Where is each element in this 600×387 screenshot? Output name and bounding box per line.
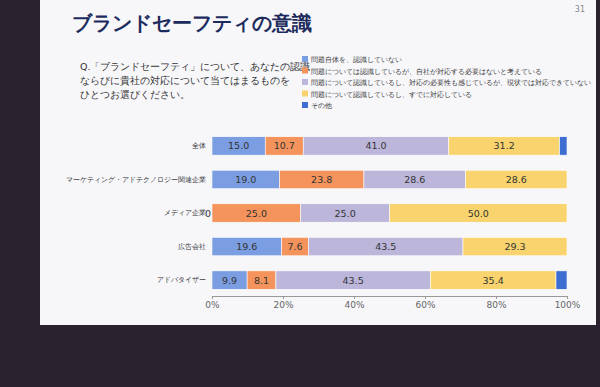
data-label: 15.0 — [228, 140, 249, 151]
y-tick-label: マーケティング・アドテクノロジー関連企業 — [66, 176, 206, 184]
y-tick-label: メディア企業 — [164, 209, 206, 217]
legend-swatch — [302, 79, 308, 85]
bar-segment — [212, 137, 265, 155]
x-tick: 40% — [344, 296, 364, 310]
subtitle: ひとつお選びください。 — [80, 89, 190, 100]
bar-segment — [212, 170, 279, 188]
data-label: 19.6 — [236, 241, 257, 252]
bar-segment — [449, 137, 560, 155]
legend-swatch — [302, 102, 308, 108]
data-label: 43.5 — [375, 241, 396, 252]
bar-segment — [276, 271, 430, 289]
data-label: 29.3 — [504, 241, 525, 252]
legend-swatch — [302, 68, 308, 74]
annotation: 31 — [575, 5, 585, 14]
y-tick-label: 全体 — [192, 142, 206, 150]
data-label: 41.0 — [365, 140, 386, 151]
bar-segment — [247, 271, 276, 289]
bar-segment — [567, 170, 568, 188]
bar-segment — [567, 204, 568, 222]
title: ブランドセーフティの意識 — [72, 11, 312, 35]
data-label: 10.7 — [274, 140, 295, 151]
data-label: 23.8 — [311, 174, 332, 185]
data-labels: 15.019.0019.69.910.723.825.07.68.141.028… — [205, 140, 527, 285]
data-label: 43.5 — [343, 275, 364, 286]
bar-segment — [282, 237, 309, 255]
x-tick-label: 0% — [205, 300, 220, 310]
x-tick-mark — [212, 296, 213, 299]
data-label: 35.4 — [483, 275, 504, 286]
y-tick: マーケティング・アドテクノロジー関連企業 — [66, 176, 212, 184]
bar-segment — [390, 204, 568, 222]
legend-entry: その他 — [311, 102, 332, 110]
x-axis: 0% 20% 40% 60% 80% 100% — [205, 296, 580, 310]
y-tick-label: 広告会社 — [178, 243, 206, 251]
x-tick-mark — [283, 296, 284, 299]
bar-segment — [465, 170, 567, 188]
x-tick-mark — [496, 296, 497, 299]
bar-segment — [303, 137, 449, 155]
subtitle: ならびに貴社の対応について当てはまるものを — [80, 75, 290, 86]
x-tick: 80% — [486, 296, 506, 310]
bar-segment — [301, 204, 390, 222]
bar-segment — [567, 237, 568, 255]
x-tick: 60% — [415, 296, 435, 310]
y-tick: 全体 — [192, 142, 212, 150]
legend-entry: 問題については認識しているが、自社が対応する必要はないと考えている — [311, 68, 542, 76]
y-tick-label: アドバタイザー — [157, 276, 206, 284]
y-tick: メディア企業 — [164, 209, 212, 217]
bar-segment — [463, 237, 567, 255]
x-tick-label: 80% — [486, 300, 506, 310]
bar-segment — [212, 237, 282, 255]
bar-segment — [556, 271, 567, 289]
x-tick-label: 60% — [415, 300, 435, 310]
bar-segment — [212, 204, 301, 222]
x-tick-mark — [354, 296, 355, 299]
bar-segment — [309, 237, 463, 255]
data-label: 7.6 — [288, 241, 303, 252]
y-tick: 広告会社 — [178, 243, 212, 251]
bars — [212, 137, 567, 290]
chart: ブランドセーフティの意識 31 Q.「ブランドセーフティ」について、あなたの認識なら… — [0, 0, 600, 387]
data-label: 19.0 — [235, 174, 256, 185]
data-label: 28.6 — [404, 174, 425, 185]
x-tick-label: 100% — [555, 300, 581, 310]
bar-segment — [560, 137, 567, 155]
bar-segment — [212, 271, 247, 289]
y-axis: 全体マーケティング・アドテクノロジー関連企業メディア企業広告会社アドバタイザー — [66, 142, 212, 284]
legend-entry: 問題自体を、認識していない — [311, 56, 402, 64]
bar-segment — [265, 137, 303, 155]
data-label: 25.0 — [335, 208, 356, 219]
bar-segment — [364, 170, 466, 188]
data-label: 31.2 — [494, 140, 515, 151]
bar-segment — [279, 170, 363, 188]
legend-entry: 問題について認識しているし、すでに対応している — [311, 91, 472, 99]
x-tick: 20% — [273, 296, 293, 310]
subtitle: Q.「ブランドセーフティ」について、あなたの認識 — [80, 61, 311, 72]
x-tick-mark — [425, 296, 426, 299]
x-tick-label: 40% — [344, 300, 364, 310]
data-label: 28.6 — [506, 174, 527, 185]
legend: 問題自体を、認識していない問題については認識しているが、自社が対応する必要はない… — [302, 56, 591, 110]
x-tick: 0% — [205, 296, 220, 310]
data-label: 8.1 — [254, 275, 269, 286]
data-label: 25.0 — [246, 208, 267, 219]
x-tick-label: 20% — [273, 300, 293, 310]
data-label: 9.9 — [222, 275, 237, 286]
bar-segment — [430, 271, 556, 289]
y-tick: アドバタイザー — [157, 276, 212, 284]
legend-swatch — [302, 91, 308, 97]
x-axis-line — [213, 297, 568, 300]
legend-entry: 問題について認識しているし、対応の必要性も感じているが、現状では対応できていない — [311, 79, 591, 87]
data-label: 50.0 — [468, 208, 489, 219]
slide — [40, 0, 596, 325]
legend-swatch — [302, 56, 308, 62]
backdrop — [0, 0, 600, 387]
x-tick: 100% — [555, 296, 581, 310]
x-tick-mark — [567, 296, 568, 299]
